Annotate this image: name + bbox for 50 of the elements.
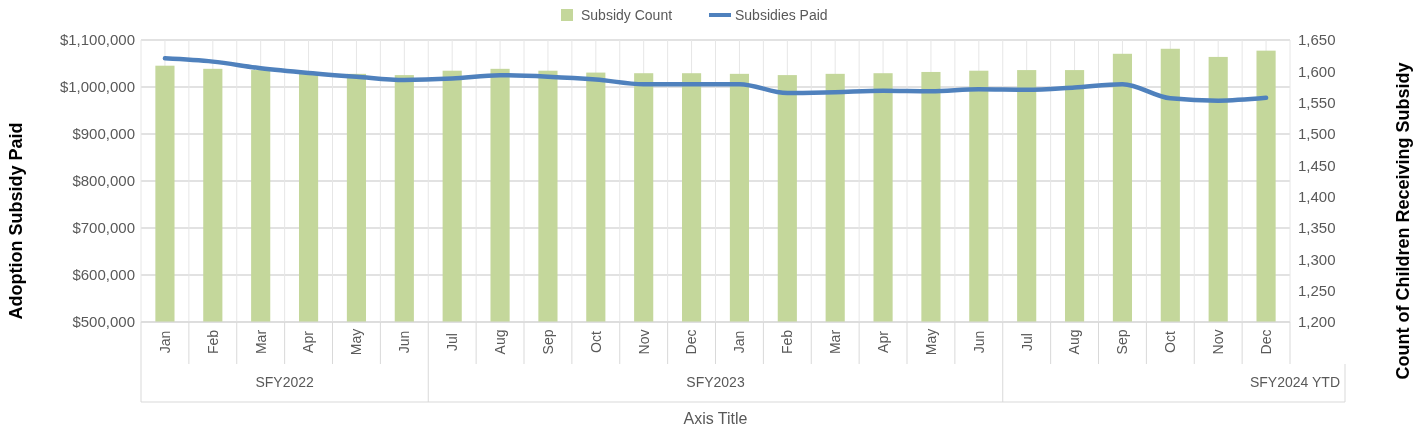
- y2-tick-label: 1,400: [1298, 187, 1336, 205]
- y-tick-label: $700,000: [72, 219, 135, 237]
- y-tick-label: $900,000: [72, 125, 135, 143]
- x-tick-label: Feb: [779, 329, 796, 355]
- y-tick-label: $600,000: [72, 266, 135, 284]
- x-tick-label: Mar: [252, 329, 269, 355]
- x-tick-label: Jan: [156, 330, 173, 354]
- legend-label: Subsidies Paid: [735, 6, 828, 23]
- y2-tick-label: 1,300: [1298, 250, 1336, 268]
- x-tick-label: Jul: [444, 333, 461, 351]
- text: SFY2022: [255, 373, 315, 390]
- x-tick-label: Sep: [539, 329, 556, 355]
- x-tick-label: Jul: [1018, 333, 1035, 351]
- x-tick-label: May: [348, 328, 365, 356]
- x-tick-label: Nov: [635, 329, 652, 355]
- x-tick-label: Aug: [491, 329, 508, 355]
- y2-tick-label: 1,550: [1298, 93, 1336, 111]
- x-tick-label: Dec: [683, 329, 700, 355]
- y2-axis-title: Count of Children Receiving Subsidy: [1392, 62, 1413, 380]
- y2-tick-label: 1,650: [1298, 31, 1336, 49]
- y2-tick-label: 1,200: [1298, 313, 1336, 331]
- y-axis-title: Adoption Subsidy Paid: [6, 122, 26, 320]
- text: SFY2024 YTD: [1249, 373, 1340, 390]
- x-axis-title: Axis Title: [683, 409, 748, 427]
- text: SFY2023: [686, 373, 745, 390]
- y2-tick-label: 1,500: [1298, 125, 1336, 143]
- x-tick-label: May: [922, 328, 939, 356]
- x-tick-label: Feb: [204, 329, 221, 355]
- x-tick-label: Oct: [1162, 331, 1179, 353]
- y2-tick-label: 1,250: [1298, 281, 1336, 299]
- x-tick-label: Aug: [1066, 329, 1083, 355]
- x-tick-label: Sep: [1114, 329, 1131, 355]
- y2-tick-label: 1,600: [1298, 62, 1336, 80]
- x-tick-label: Nov: [1210, 329, 1227, 355]
- y-tick-label: $500,000: [72, 313, 135, 331]
- line-series: [162, 56, 1269, 103]
- x-tick-label: Apr: [300, 330, 317, 353]
- y2-tick-label: 1,450: [1298, 156, 1336, 174]
- x-tick-label: Dec: [1257, 329, 1274, 355]
- legend-label: Subsidy Count: [581, 6, 673, 23]
- x-tick-label: Jun: [396, 330, 413, 354]
- y-tick-label: $800,000: [72, 172, 135, 190]
- x-tick-label: Apr: [874, 330, 891, 353]
- x-tick-label: Oct: [587, 331, 604, 353]
- y-tick-label: $1,000,000: [59, 78, 135, 96]
- x-tick-label: Jan: [731, 330, 748, 354]
- x-tick-label: Jun: [970, 330, 987, 354]
- y2-tick-label: 1,350: [1298, 219, 1336, 237]
- y-tick-label: $1,100,000: [59, 31, 135, 49]
- x-tick-label: Mar: [827, 329, 844, 355]
